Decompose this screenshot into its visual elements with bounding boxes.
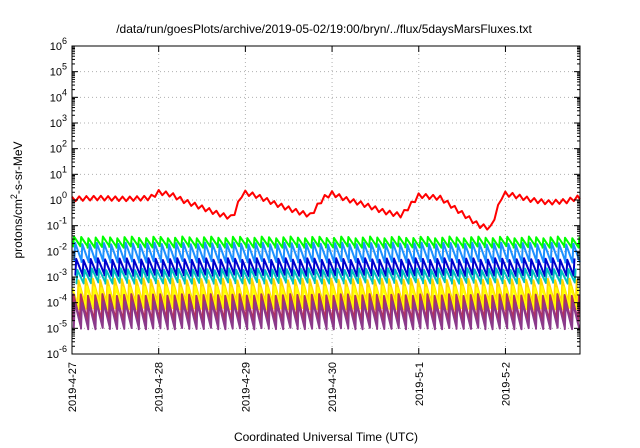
y-tick-label: 105 [50, 62, 67, 79]
x-tick-label: 2019-4-27 [67, 362, 79, 412]
series-line-2 [72, 235, 581, 249]
series-line-4 [74, 257, 576, 277]
y-tick-label: 10-5 [47, 318, 67, 335]
x-tick-label: 2019-5-1 [414, 362, 426, 406]
series-line-3 [73, 241, 581, 264]
ticks: 10-6 10-5 10-4 10-3 10-2 10-1 100 101 102 103 104 1… [47, 36, 580, 412]
x-axis-label: Coordinated Universal Time (UTC) [234, 430, 418, 444]
y-tick-label: 10-3 [47, 267, 67, 284]
y-tick-label: 101 [50, 164, 67, 181]
series-line-7 [71, 285, 579, 311]
y-tick-label: 103 [50, 113, 67, 130]
series-line-9 [72, 300, 581, 331]
series-line-1 [71, 189, 581, 231]
chart-title: /data/run/goesPlots/archive/2019-05-02/1… [116, 22, 532, 36]
series-layer [71, 189, 581, 331]
x-tick-label: 2019-4-28 [154, 362, 166, 412]
series-line-5 [75, 267, 577, 285]
x-tick-label: 2019-4-29 [240, 362, 252, 412]
y-tick-label: 10-1 [47, 216, 67, 233]
x-tick-label: 2019-4-30 [327, 362, 339, 412]
y-tick-label: 106 [50, 36, 67, 53]
y-tick-label: 100 [50, 190, 67, 207]
x-tick-label: 2019-5-2 [500, 362, 512, 406]
y-tick-label: 104 [50, 87, 67, 104]
y-axis-label: protons/cm2-s-sr-MeV [9, 141, 25, 258]
y-tick-label: 10-2 [47, 241, 67, 258]
y-tick-label: 102 [50, 139, 67, 156]
y-tick-label: 10-4 [47, 293, 67, 310]
y-tick-label: 10-6 [47, 344, 67, 361]
